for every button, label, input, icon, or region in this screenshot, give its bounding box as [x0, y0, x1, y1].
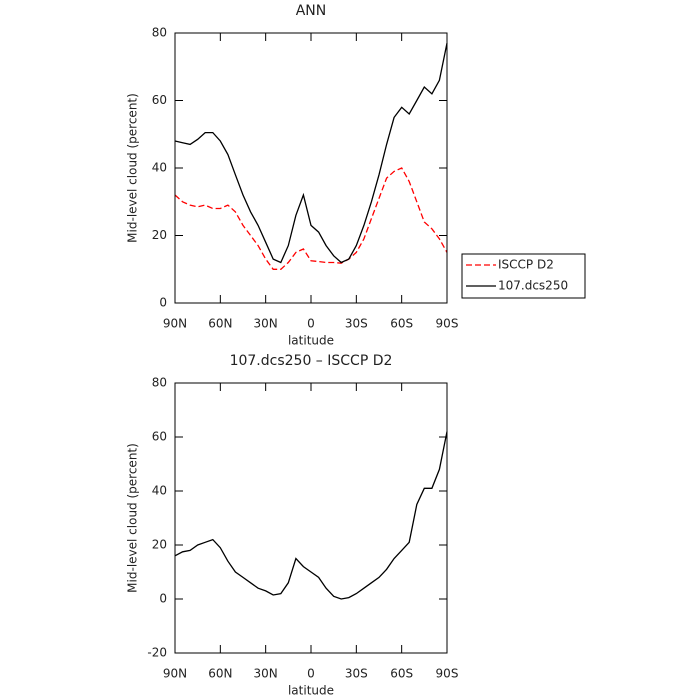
y-tick-label: 20: [152, 228, 167, 242]
x-tick-label: 30S: [345, 667, 368, 681]
y-axis-label: Mid-level cloud (percent): [126, 443, 140, 593]
y-tick-label: 0: [159, 296, 167, 310]
data-line: [174, 431, 448, 600]
data-line: [174, 167, 448, 270]
x-axis-label: latitude: [288, 334, 334, 348]
y-tick-label: 60: [152, 430, 167, 444]
x-tick-label: 30S: [345, 317, 368, 331]
y-tick-label: 40: [152, 484, 167, 498]
x-axis-label: latitude: [288, 684, 334, 698]
x-tick-label: 90N: [163, 317, 187, 331]
y-tick-label: 20: [152, 538, 167, 552]
plot-frame: [174, 32, 448, 304]
x-tick-label: 0: [307, 317, 315, 331]
x-tick-label: 60N: [208, 667, 232, 681]
x-tick-label: 90S: [436, 317, 459, 331]
x-tick-label: 60S: [390, 317, 413, 331]
plot-frame: [174, 382, 448, 654]
legend-label: ISCCP D2: [498, 258, 554, 272]
data-line: [174, 42, 448, 264]
y-tick-label: 60: [152, 93, 167, 107]
x-tick-label: 60N: [208, 317, 232, 331]
y-tick-label: 0: [159, 592, 167, 606]
chart-title: ANN: [296, 3, 327, 19]
y-tick-label: 80: [152, 376, 167, 390]
x-tick-label: 90S: [436, 667, 459, 681]
legend-box: [461, 253, 586, 299]
x-tick-label: 90N: [163, 667, 187, 681]
x-tick-label: 0: [307, 667, 315, 681]
x-tick-label: 30N: [254, 317, 278, 331]
chart-title: 107.dcs250 – ISCCP D2: [230, 353, 393, 369]
y-axis-label: Mid-level cloud (percent): [126, 93, 140, 243]
x-tick-label: 60S: [390, 667, 413, 681]
y-tick-label: 80: [152, 26, 167, 40]
y-tick-label: 40: [152, 161, 167, 175]
y-tick-label: -20: [147, 646, 167, 660]
x-tick-label: 30N: [254, 667, 278, 681]
legend-label: 107.dcs250: [498, 279, 568, 293]
